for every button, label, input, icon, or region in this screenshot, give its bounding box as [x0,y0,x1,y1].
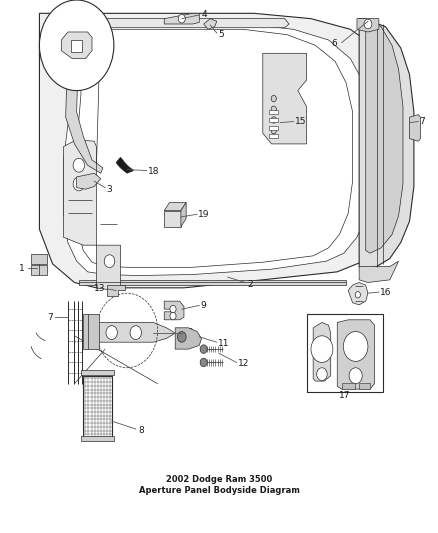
Polygon shape [359,19,414,269]
Circle shape [271,106,276,112]
Circle shape [311,336,333,362]
Bar [342,383,355,389]
Circle shape [177,332,186,342]
Polygon shape [107,285,125,296]
Polygon shape [61,32,92,59]
Polygon shape [337,320,374,389]
Text: 12: 12 [238,359,249,368]
Text: 9: 9 [201,301,206,310]
Polygon shape [75,29,353,268]
Polygon shape [181,203,186,227]
Polygon shape [116,157,134,173]
Polygon shape [164,203,186,211]
Polygon shape [53,19,289,28]
Bar [31,265,47,275]
Polygon shape [64,24,370,276]
Circle shape [170,312,176,320]
Polygon shape [164,13,199,24]
Text: 2: 2 [247,280,253,288]
Polygon shape [410,115,420,141]
Polygon shape [366,21,403,253]
Circle shape [73,158,85,172]
Circle shape [104,255,115,268]
Circle shape [200,345,207,353]
Polygon shape [313,322,331,381]
Polygon shape [357,19,379,32]
Circle shape [106,326,117,340]
Polygon shape [83,314,99,349]
Text: 16: 16 [380,288,392,296]
Bar [83,376,112,437]
Circle shape [349,368,362,384]
Polygon shape [96,322,175,342]
Polygon shape [175,328,201,349]
Text: 10: 10 [183,328,194,337]
Circle shape [271,127,276,134]
Bar [13,5,425,298]
Polygon shape [348,282,368,305]
Text: 15: 15 [295,117,306,126]
Text: 5: 5 [218,30,224,39]
Bar [31,254,47,264]
Bar [269,118,278,122]
Bar [269,126,278,130]
Circle shape [343,332,368,361]
Text: 4: 4 [201,11,207,19]
Text: 13: 13 [94,285,105,293]
Text: 8: 8 [138,426,144,435]
Text: 1: 1 [19,264,25,272]
Polygon shape [96,245,120,290]
Text: 3: 3 [106,185,112,193]
Bar [269,110,278,114]
Text: 6: 6 [332,39,337,48]
Circle shape [39,0,114,91]
Polygon shape [66,35,103,173]
Circle shape [200,358,207,367]
Polygon shape [263,53,307,144]
Text: 7: 7 [47,313,53,321]
Polygon shape [39,13,399,288]
Circle shape [364,19,372,29]
Bar [307,314,383,392]
Circle shape [271,95,276,102]
Circle shape [355,292,360,298]
Text: 14: 14 [67,82,78,91]
Circle shape [271,117,276,123]
Text: 2002 Dodge Ram 3500
Aperture Panel Bodyside Diagram: 2002 Dodge Ram 3500 Aperture Panel Bodys… [138,475,300,495]
Text: 11: 11 [218,340,230,348]
Circle shape [317,368,327,381]
Polygon shape [77,173,101,189]
Bar [71,40,82,52]
Bar [81,436,114,441]
Polygon shape [204,19,217,29]
Circle shape [170,305,176,313]
Text: 7: 7 [420,117,425,126]
Text: 17: 17 [339,391,350,400]
Circle shape [73,177,85,191]
Bar [359,383,370,389]
Bar [164,211,181,227]
Polygon shape [64,140,96,245]
Bar [269,134,278,138]
Polygon shape [79,280,346,285]
Circle shape [130,326,141,340]
Text: 19: 19 [198,210,210,219]
Polygon shape [164,301,184,320]
Polygon shape [359,261,399,282]
Bar [81,370,114,375]
Text: 18: 18 [148,167,159,176]
Circle shape [178,14,185,23]
